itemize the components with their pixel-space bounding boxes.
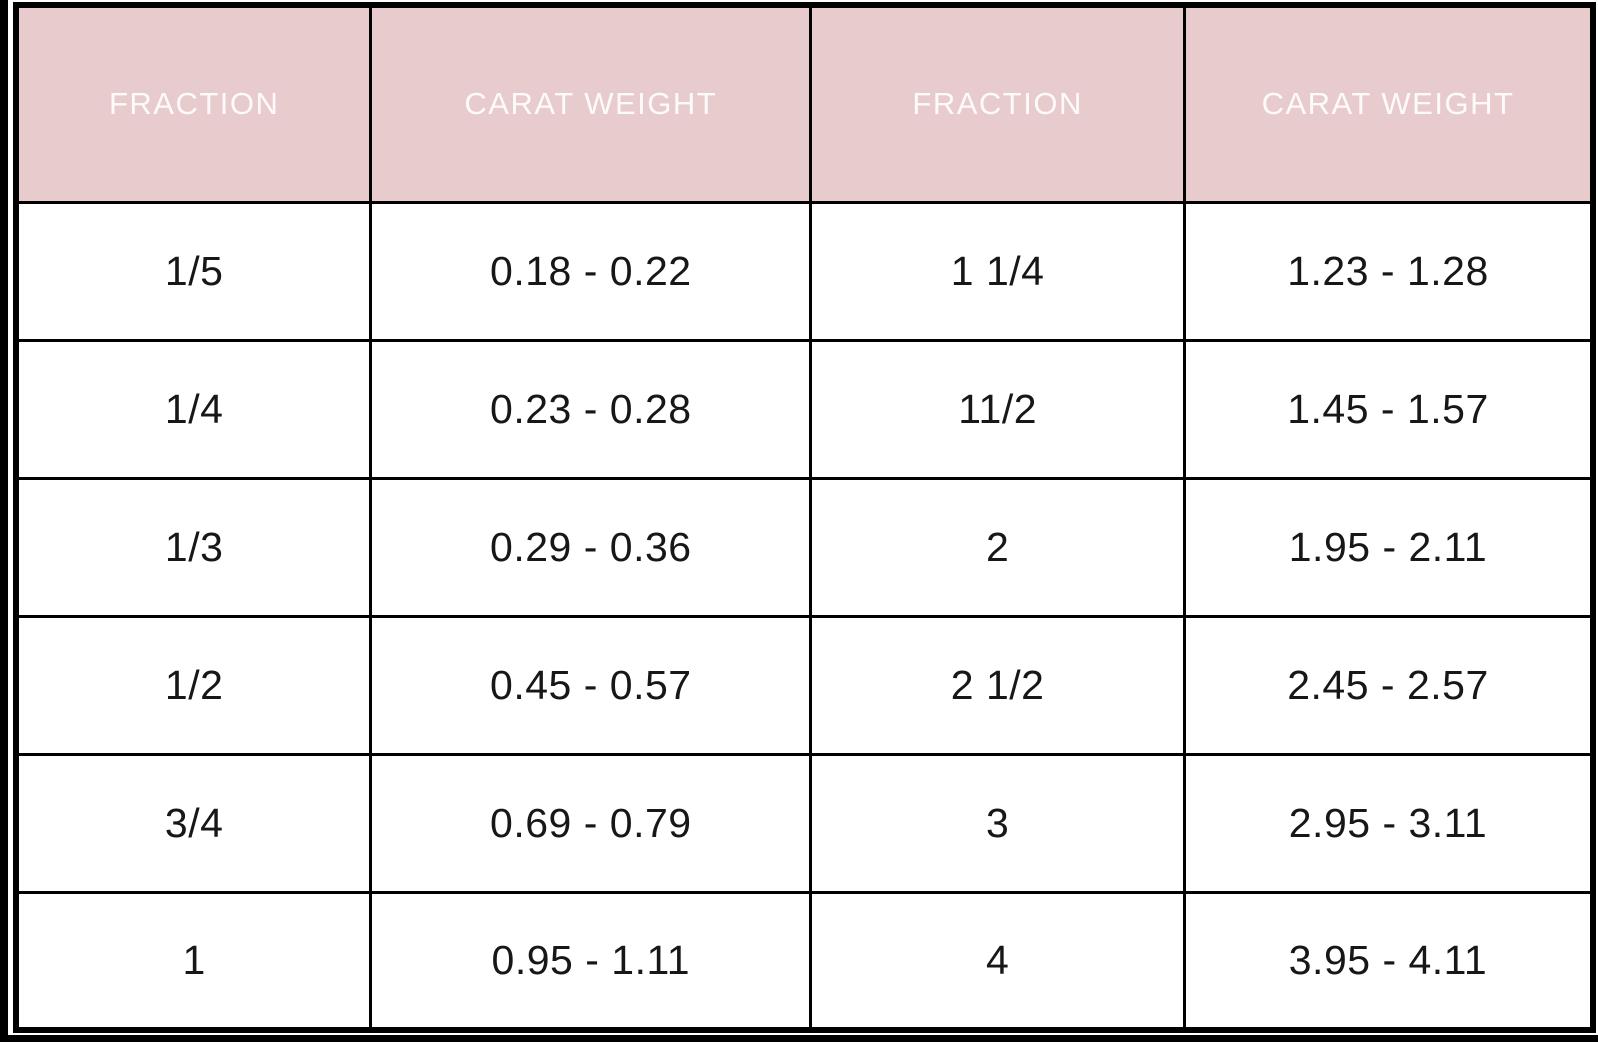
carat-weight-cell: 0.23 - 0.28 (369, 338, 813, 480)
fraction-cell: 4 (809, 890, 1187, 1032)
table-row: 1/5 0.18 - 0.22 1 1/4 1.23 - 1.28 (14, 200, 1595, 342)
table-body: 1/5 0.18 - 0.22 1 1/4 1.23 - 1.28 1/4 0.23 - … (14, 200, 1595, 1032)
fraction-cell: 1/5 (14, 200, 373, 342)
fraction-cell: 1/3 (14, 476, 373, 618)
table-header: FRACTION CARAT WEIGHT FRACTION CARAT WEIGHT (14, 3, 1595, 204)
fraction-cell: 2 1/2 (809, 614, 1187, 756)
fraction-cell: 3/4 (14, 752, 373, 894)
carat-weight-cell: 0.95 - 1.11 (369, 890, 813, 1032)
carat-weight-cell: 3.95 - 4.11 (1183, 890, 1595, 1032)
carat-weight-column-header: CARAT WEIGHT (1183, 3, 1595, 204)
fraction-column-header: FRACTION (809, 3, 1187, 204)
carat-weight-cell: 1.95 - 2.11 (1183, 476, 1595, 618)
fraction-column-header: FRACTION (14, 3, 373, 204)
carat-weight-cell: 0.45 - 0.57 (369, 614, 813, 756)
carat-weight-cell: 2.95 - 3.11 (1183, 752, 1595, 894)
table-row: 1/3 0.29 - 0.36 2 1.95 - 2.11 (14, 476, 1595, 618)
carat-weight-column-header: CARAT WEIGHT (369, 3, 813, 204)
carat-weight-cell: 0.18 - 0.22 (369, 200, 813, 342)
carat-weight-cell: 2.45 - 2.57 (1183, 614, 1595, 756)
fraction-cell: 11/2 (809, 338, 1187, 480)
table-row: 1/2 0.45 - 0.57 2 1/2 2.45 - 2.57 (14, 614, 1595, 756)
table-row: 1/4 0.23 - 0.28 11/2 1.45 - 1.57 (14, 338, 1595, 480)
carat-weight-cell: 1.23 - 1.28 (1183, 200, 1595, 342)
fraction-cell: 1/4 (14, 338, 373, 480)
fraction-cell: 1/2 (14, 614, 373, 756)
table-row: 1 0.95 - 1.11 4 3.95 - 4.11 (14, 890, 1595, 1032)
header-row: FRACTION CARAT WEIGHT FRACTION CARAT WEIGHT (14, 3, 1595, 204)
carat-weight-cell: 0.29 - 0.36 (369, 476, 813, 618)
table-row: 3/4 0.69 - 0.79 3 2.95 - 3.11 (14, 752, 1595, 894)
carat-weight-conversion-table: FRACTION CARAT WEIGHT FRACTION CARAT WEIGHT… (13, 2, 1596, 1033)
carat-weight-cell: 1.45 - 1.57 (1183, 338, 1595, 480)
carat-weight-cell: 0.69 - 0.79 (369, 752, 813, 894)
bottom-edge-bar (0, 1035, 1598, 1042)
fraction-cell: 3 (809, 752, 1187, 894)
fraction-cell: 1 1/4 (809, 200, 1187, 342)
left-edge-bar (0, 0, 8, 1042)
fraction-cell: 1 (14, 890, 373, 1032)
fraction-cell: 2 (809, 476, 1187, 618)
